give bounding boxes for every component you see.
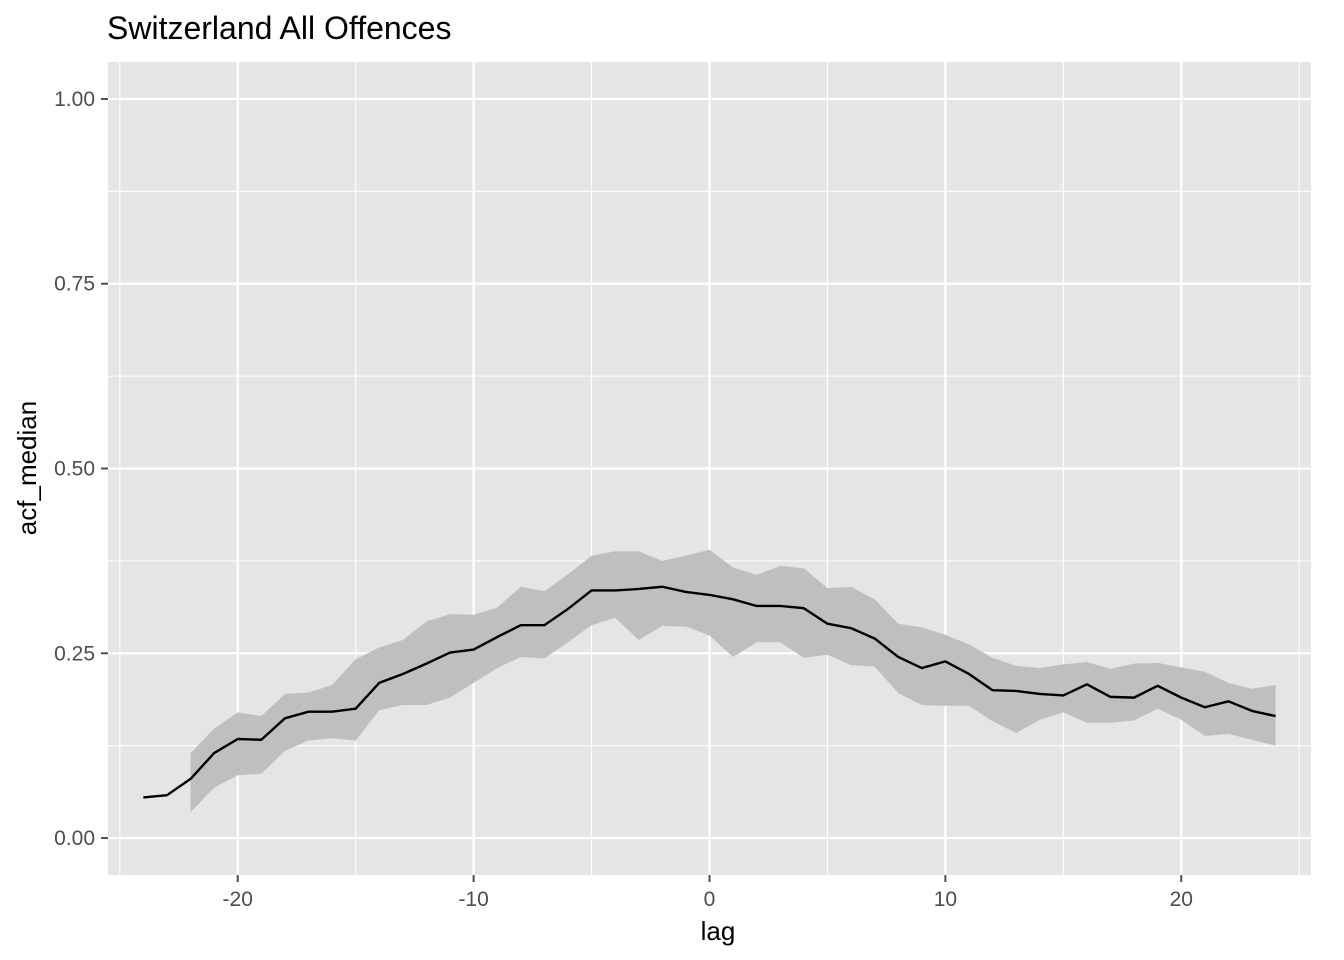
x-axis-title: lag xyxy=(701,916,736,946)
x-tick-label: 10 xyxy=(934,888,957,911)
x-tick-label: -20 xyxy=(223,888,253,911)
x-axis: -20 -10 0 10 20 xyxy=(223,875,1193,911)
x-tick-label: 20 xyxy=(1170,888,1193,911)
y-tick-label: 0.00 xyxy=(54,827,95,850)
y-axis-title: acf_median xyxy=(12,401,42,535)
y-tick-label: 0.50 xyxy=(54,458,95,481)
y-tick-label: 0.75 xyxy=(54,273,95,296)
y-tick-label: 1.00 xyxy=(54,88,95,111)
y-tick-label: 0.25 xyxy=(54,642,95,665)
x-tick-label: 0 xyxy=(704,888,716,911)
y-axis: 0.00 0.25 0.50 0.75 1.00 xyxy=(54,88,108,850)
chart-title: Switzerland All Offences xyxy=(107,10,451,46)
x-tick-label: -10 xyxy=(458,888,488,911)
